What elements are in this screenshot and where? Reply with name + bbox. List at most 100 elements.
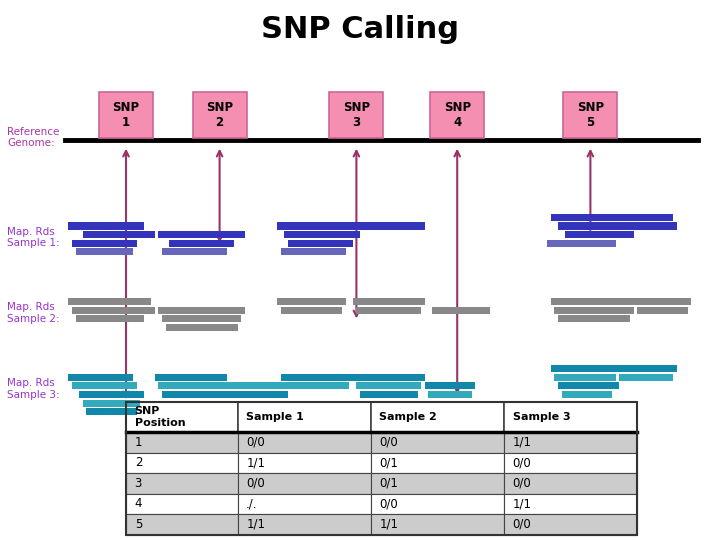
- Text: 2: 2: [135, 456, 142, 469]
- Bar: [126, 453, 238, 473]
- Bar: [162, 248, 227, 255]
- Bar: [371, 473, 504, 494]
- Bar: [431, 92, 485, 138]
- Text: 1/1: 1/1: [513, 436, 531, 449]
- Text: 0/0: 0/0: [379, 436, 398, 449]
- Text: 0/1: 0/1: [379, 456, 398, 469]
- Text: 0/0: 0/0: [513, 456, 531, 469]
- Bar: [72, 382, 137, 389]
- Bar: [371, 514, 504, 535]
- Bar: [288, 240, 353, 247]
- Bar: [371, 453, 504, 473]
- Bar: [281, 248, 346, 255]
- Bar: [551, 298, 637, 305]
- Bar: [79, 391, 144, 398]
- Bar: [162, 315, 241, 322]
- Bar: [126, 432, 238, 453]
- Bar: [565, 231, 634, 238]
- Bar: [356, 382, 421, 389]
- Text: 0/0: 0/0: [513, 518, 531, 531]
- Text: Sample 1: Sample 1: [246, 412, 304, 422]
- Text: 0/0: 0/0: [379, 497, 398, 510]
- Bar: [371, 432, 504, 453]
- Bar: [86, 408, 137, 415]
- Text: SNP
1: SNP 1: [112, 101, 140, 129]
- Bar: [558, 382, 619, 389]
- Bar: [72, 307, 155, 314]
- Bar: [547, 240, 616, 247]
- Bar: [504, 473, 637, 494]
- Bar: [284, 382, 349, 389]
- Bar: [554, 307, 634, 314]
- Text: Sample 2: Sample 2: [379, 412, 437, 422]
- Bar: [353, 374, 425, 381]
- Bar: [551, 214, 619, 221]
- Bar: [356, 307, 421, 314]
- Bar: [504, 453, 637, 473]
- Bar: [166, 324, 238, 331]
- Bar: [277, 222, 356, 230]
- Bar: [158, 231, 245, 238]
- Bar: [558, 315, 630, 322]
- Bar: [281, 307, 342, 314]
- Bar: [619, 374, 673, 381]
- Bar: [371, 402, 504, 432]
- Bar: [558, 222, 626, 230]
- Bar: [428, 391, 472, 398]
- Bar: [126, 402, 238, 432]
- Bar: [238, 514, 371, 535]
- Text: 0/0: 0/0: [246, 477, 265, 490]
- Text: 0/0: 0/0: [246, 436, 265, 449]
- Bar: [504, 514, 637, 535]
- Bar: [162, 391, 234, 398]
- Text: SNP
3: SNP 3: [343, 101, 370, 129]
- Bar: [616, 365, 677, 372]
- Bar: [227, 382, 284, 389]
- Text: 5: 5: [135, 518, 142, 531]
- Bar: [193, 92, 246, 138]
- Bar: [68, 298, 151, 305]
- Bar: [504, 402, 637, 432]
- Bar: [83, 400, 140, 407]
- Bar: [281, 374, 353, 381]
- Bar: [284, 231, 360, 238]
- Text: 3: 3: [135, 477, 142, 490]
- Text: SNP Calling: SNP Calling: [261, 15, 459, 44]
- Bar: [238, 453, 371, 473]
- Text: SNP
4: SNP 4: [444, 101, 471, 129]
- Bar: [330, 92, 383, 138]
- Bar: [158, 382, 230, 389]
- Bar: [425, 382, 475, 389]
- Bar: [126, 514, 238, 535]
- Bar: [360, 391, 418, 398]
- Text: 1/1: 1/1: [379, 518, 398, 531]
- Text: 4: 4: [135, 497, 142, 510]
- Text: Sample 3: Sample 3: [513, 412, 570, 422]
- Bar: [76, 248, 133, 255]
- Text: SNP
5: SNP 5: [577, 101, 604, 129]
- Bar: [551, 365, 623, 372]
- Bar: [619, 222, 677, 230]
- Bar: [230, 391, 288, 398]
- Text: 1: 1: [135, 436, 142, 449]
- Bar: [238, 473, 371, 494]
- Bar: [277, 298, 346, 305]
- Text: Reference
Genome:: Reference Genome:: [7, 127, 60, 148]
- Bar: [99, 92, 153, 138]
- Bar: [616, 214, 673, 221]
- Bar: [126, 402, 637, 535]
- Text: ./.: ./.: [246, 497, 258, 510]
- Text: SNP
2: SNP 2: [206, 101, 233, 129]
- Bar: [155, 374, 227, 381]
- Bar: [126, 473, 238, 494]
- Bar: [126, 494, 238, 514]
- Text: 1/1: 1/1: [513, 497, 531, 510]
- Bar: [432, 307, 490, 314]
- Bar: [504, 432, 637, 453]
- Bar: [72, 240, 137, 247]
- Text: 0/1: 0/1: [379, 477, 398, 490]
- Bar: [158, 307, 245, 314]
- Bar: [371, 494, 504, 514]
- Text: 0/0: 0/0: [513, 477, 531, 490]
- Bar: [634, 298, 691, 305]
